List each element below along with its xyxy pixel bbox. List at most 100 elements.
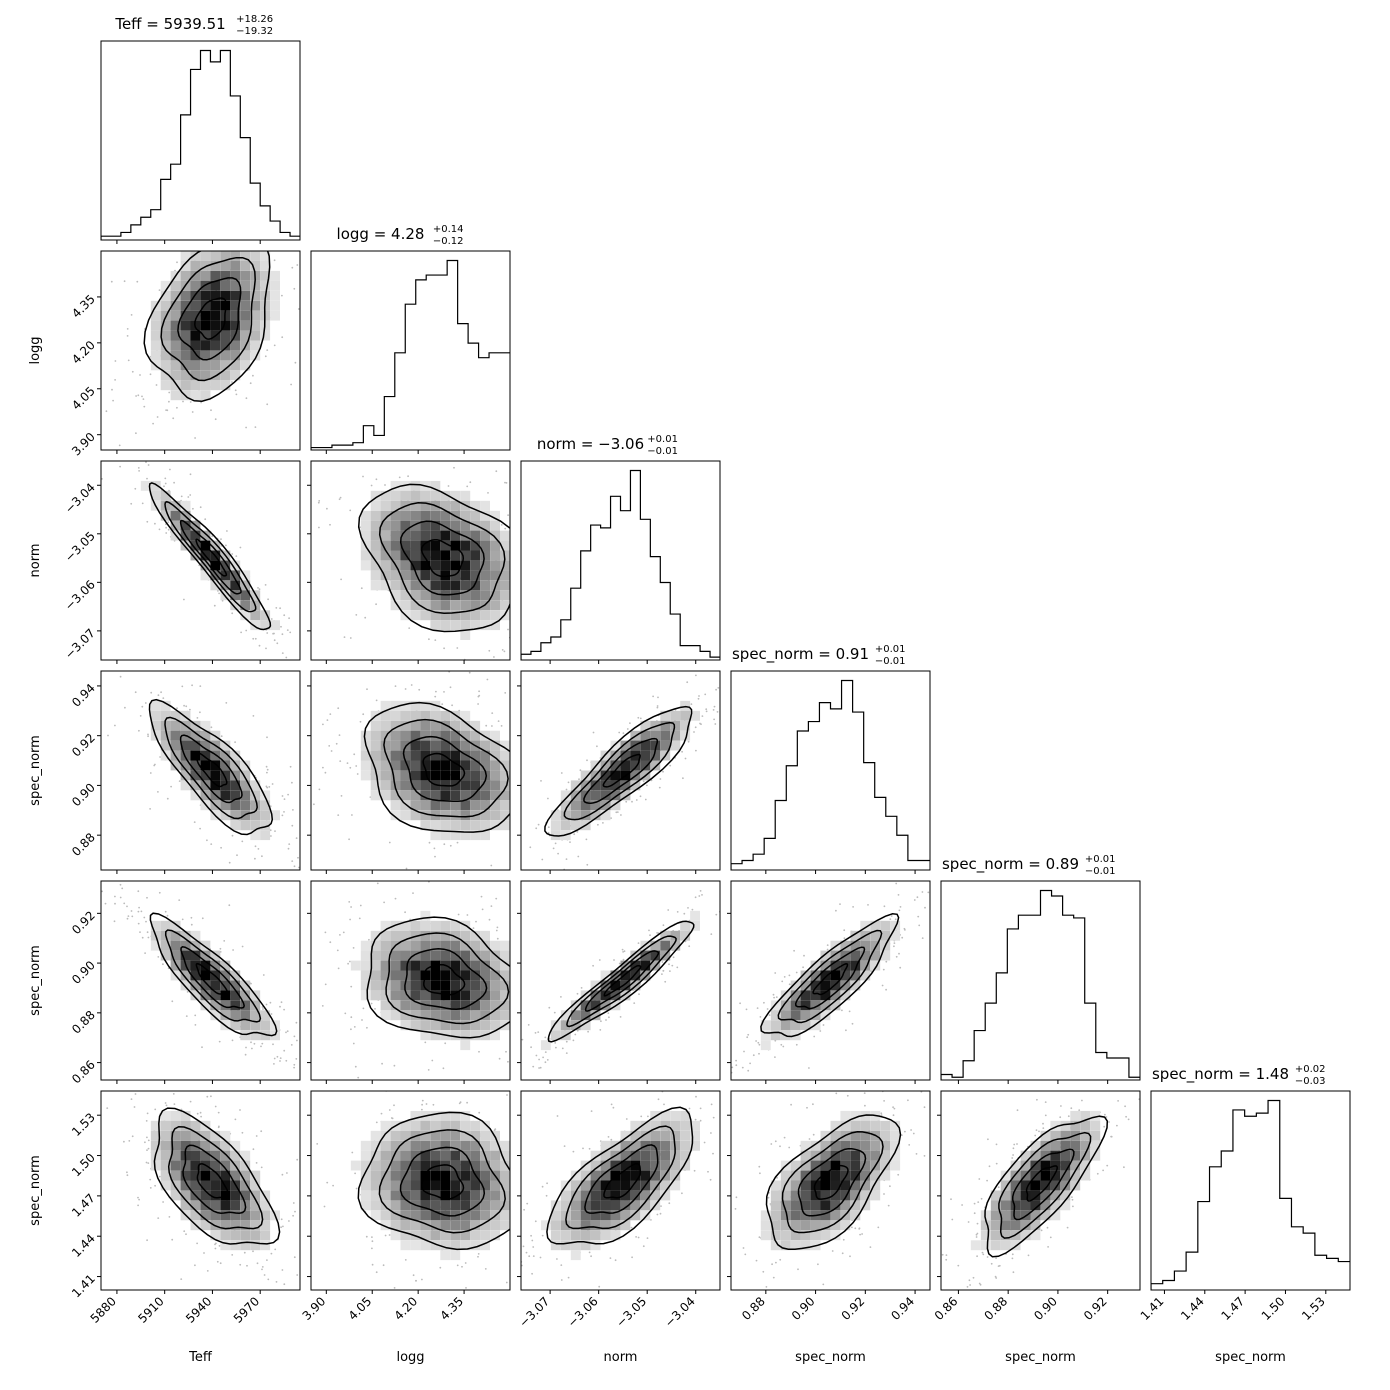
density-cell: [610, 780, 621, 791]
sample-point: [608, 1016, 610, 1019]
sample-point: [650, 779, 653, 782]
density-cell: [230, 600, 241, 611]
density-cell: [420, 550, 431, 561]
density-cell: [390, 710, 401, 721]
sample-point: [191, 669, 193, 671]
density-cell: [480, 970, 490, 981]
sample-point: [165, 526, 167, 529]
density-cell: [460, 520, 471, 531]
sample-point: [540, 780, 542, 782]
density-cell: [230, 360, 241, 371]
sample-point: [137, 394, 140, 397]
density-cell: [430, 490, 441, 501]
density-cell: [490, 1020, 500, 1031]
density-cell: [810, 980, 821, 991]
sample-point: [538, 861, 540, 863]
sample-point: [141, 705, 144, 708]
density-cell: [390, 980, 401, 991]
sample-point: [669, 970, 671, 972]
density-cell: [400, 1240, 411, 1251]
sample-point: [235, 555, 238, 557]
density-cell: [390, 550, 401, 561]
density-cell: [480, 750, 490, 761]
density-cell: [630, 950, 641, 961]
contour-line: [378, 1129, 506, 1234]
sample-point: [536, 1059, 538, 1061]
sample-point: [885, 960, 888, 963]
density-cell: [170, 1110, 181, 1121]
contour-line: [363, 701, 510, 833]
density-cell: [220, 1190, 231, 1201]
sample-point: [83, 679, 85, 681]
sample-point: [606, 1032, 608, 1034]
sample-point: [541, 1234, 544, 1237]
density-cell: [420, 940, 431, 951]
y-tick-label: 0.88: [69, 830, 98, 859]
density-cell: [630, 960, 641, 971]
sample-point: [363, 1012, 365, 1014]
sample-point: [202, 229, 204, 231]
density-cell: [360, 980, 371, 991]
sample-point: [339, 934, 341, 936]
density-cell: [440, 1140, 451, 1151]
density-cell: [410, 490, 421, 501]
density-cell: [390, 600, 401, 611]
sample-point: [366, 688, 368, 691]
sample-point: [739, 1002, 741, 1005]
x-tick-label: 5940: [183, 1294, 214, 1325]
contour-line: [149, 912, 278, 1037]
density-cell: [240, 990, 251, 1001]
sample-point: [795, 971, 798, 974]
density-cell: [430, 830, 441, 841]
sample-point: [562, 1178, 564, 1180]
sample-point: [234, 389, 237, 392]
density-cell: [200, 960, 211, 971]
sample-point: [648, 929, 650, 932]
density-cell: [210, 950, 221, 961]
sample-point: [449, 1070, 451, 1072]
density-cell: [240, 800, 251, 811]
density-cell: [380, 530, 391, 541]
sample-point: [199, 827, 201, 830]
density-cell: [150, 1140, 161, 1151]
density-cell: [150, 310, 161, 321]
sample-point: [302, 1238, 304, 1240]
density-cell: [410, 570, 421, 581]
sample-point: [91, 670, 93, 672]
sample-point: [597, 823, 599, 826]
density-cell: [800, 1000, 811, 1011]
density-cell: [240, 330, 251, 341]
sample-point: [194, 1024, 197, 1026]
density-cell: [450, 990, 461, 1001]
density-cell: [470, 770, 481, 781]
density-cell: [260, 270, 271, 281]
sample-point: [931, 883, 933, 885]
sample-point: [852, 906, 854, 908]
density-cell: [200, 1000, 211, 1011]
sample-point: [550, 974, 552, 976]
density-cell: [500, 560, 510, 571]
sample-point: [349, 960, 351, 963]
sample-point: [646, 1237, 649, 1239]
sample-point: [526, 1202, 529, 1205]
density-cell: [370, 530, 381, 541]
density-cell: [420, 1150, 431, 1161]
density-cell: [430, 1210, 441, 1221]
density-cell: [500, 540, 510, 551]
sample-point: [602, 822, 604, 824]
density-cell: [490, 820, 500, 831]
sample-point: [314, 857, 316, 859]
sample-point: [308, 855, 310, 857]
sample-point: [255, 1162, 258, 1164]
sample-point: [522, 969, 524, 971]
density-cell: [780, 1010, 791, 1021]
density-cell: [250, 260, 261, 271]
density-cell: [360, 1190, 371, 1201]
density-cell: [420, 1130, 431, 1141]
sample-point: [288, 617, 290, 620]
density-cell: [230, 300, 241, 311]
sample-point: [393, 1287, 396, 1289]
sample-point: [273, 1057, 276, 1060]
sample-point: [705, 708, 708, 711]
density-cell: [240, 820, 251, 831]
